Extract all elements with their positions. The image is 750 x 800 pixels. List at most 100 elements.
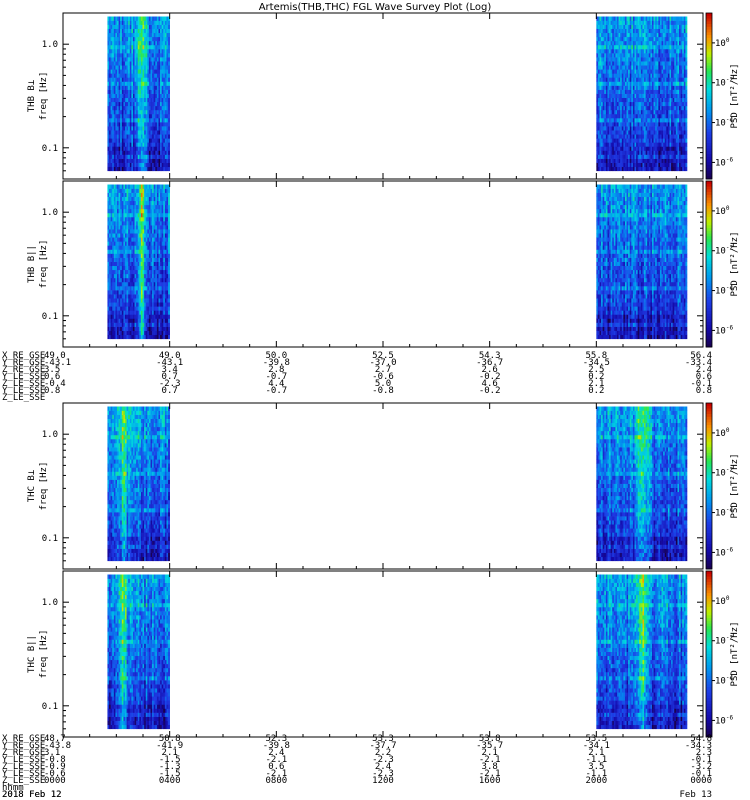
- spectrogram-cell: [663, 134, 666, 139]
- spectrogram-cell: [123, 261, 126, 267]
- spectrogram-cell: [637, 118, 640, 123]
- spectrogram-cell: [129, 40, 132, 46]
- spectrogram-cell: [142, 122, 145, 127]
- spectrogram-cell: [666, 97, 669, 103]
- spectrogram-cell: [640, 77, 643, 82]
- spectrogram-cell: [140, 314, 143, 319]
- spectrogram-cell: [148, 221, 151, 226]
- spectrogram-cell: [644, 166, 646, 172]
- spectrogram-cell: [601, 24, 603, 29]
- spectrogram-cell: [131, 318, 134, 323]
- spectrogram-cell: [156, 162, 159, 168]
- spectrogram-cell: [617, 138, 619, 143]
- colorbar-segment: [706, 134, 712, 138]
- spectrogram-cell: [152, 101, 155, 107]
- spectrogram-cell: [674, 20, 677, 25]
- spectrogram-cell: [129, 105, 132, 111]
- spectrogram-cell: [166, 130, 169, 135]
- spectrogram-cell: [647, 154, 650, 159]
- spectrogram-cell: [153, 57, 156, 62]
- spectrogram-cell: [121, 81, 124, 86]
- spectrogram-cell: [150, 53, 153, 58]
- spectrogram-cell: [636, 166, 638, 172]
- spectrogram-cell: [677, 158, 680, 163]
- spectrogram-cell: [661, 32, 664, 38]
- spectrogram-cell: [644, 24, 646, 29]
- spectrogram-cell: [140, 273, 143, 279]
- spectrogram-cell: [136, 233, 139, 238]
- spectrogram-cell: [632, 166, 635, 172]
- spectrogram-cell: [164, 105, 167, 111]
- spectrogram-cell: [123, 294, 126, 299]
- spectrogram-cell: [644, 77, 646, 82]
- spectrogram-cell: [140, 200, 143, 206]
- spectrogram-cell: [620, 142, 623, 147]
- spectrogram-cell: [164, 113, 167, 119]
- spectrogram-cell: [632, 122, 635, 127]
- spectrogram-cell: [615, 53, 618, 58]
- spectrogram-cell: [148, 306, 151, 311]
- spectrogram-cell: [136, 154, 139, 159]
- spectrogram-cell: [128, 24, 131, 29]
- spectrogram-cell: [166, 32, 169, 38]
- spectrogram-cell: [664, 150, 667, 155]
- spectrogram-cell: [147, 192, 150, 197]
- spectrogram-cell: [161, 101, 164, 107]
- spectrogram-cell: [620, 24, 623, 29]
- spectrogram-cell: [134, 73, 137, 78]
- spectrogram-cell: [605, 53, 608, 58]
- spectrogram-cell: [144, 249, 147, 254]
- spectrogram-cell: [120, 200, 123, 206]
- spectrogram-cell: [123, 105, 126, 111]
- spectrogram-cell: [650, 130, 653, 135]
- spectrogram-cell: [152, 221, 155, 226]
- spectrogram-cell: [642, 101, 645, 107]
- spectrogram-cell: [115, 265, 118, 271]
- spectrogram-cell: [145, 44, 148, 50]
- spectrogram-cell: [139, 69, 142, 74]
- spectrogram-cell: [123, 134, 126, 139]
- spectrogram-cell: [126, 138, 129, 143]
- spectrogram-cell: [124, 97, 127, 103]
- spectrogram-cell: [647, 65, 650, 70]
- spectrogram-cell: [629, 146, 632, 151]
- spectrogram-cell: [128, 277, 131, 283]
- spectrogram-cell: [637, 93, 640, 99]
- spectrogram-cell: [610, 138, 613, 143]
- spectrogram-cell: [142, 146, 145, 151]
- spectrogram-cell: [120, 184, 123, 189]
- spectrogram-cell: [137, 36, 140, 42]
- spectrogram-cell: [672, 44, 675, 50]
- spectrogram-cell: [124, 40, 127, 46]
- spectrogram-cell: [652, 101, 654, 107]
- spectrogram-cell: [139, 229, 142, 234]
- spectrogram-cell: [150, 229, 153, 234]
- spectrogram-cell: [597, 134, 600, 139]
- spectrogram-cell: [675, 48, 678, 54]
- spectrogram-cell: [602, 81, 605, 86]
- spectrogram-cell: [659, 138, 662, 143]
- spectrogram-cell: [155, 57, 158, 62]
- spectrogram-cell: [109, 138, 111, 143]
- spectrogram-cell: [156, 138, 159, 143]
- spectrogram-cell: [153, 208, 156, 214]
- spectrogram-cell: [140, 281, 143, 287]
- spectrogram-cell: [628, 113, 631, 119]
- spectrogram-cell: [161, 138, 164, 143]
- spectrogram-cell: [647, 40, 650, 46]
- spectrogram-cell: [644, 65, 646, 70]
- spectrogram-cell: [132, 257, 135, 262]
- spectrogram-cell: [168, 130, 170, 135]
- spectrogram-cell: [136, 253, 139, 258]
- spectrogram-cell: [607, 36, 610, 42]
- spectrogram-cell: [166, 162, 169, 168]
- spectrogram-cell: [163, 65, 166, 70]
- spectrogram-cell: [669, 146, 672, 151]
- spectrogram-cell: [156, 61, 159, 66]
- spectrogram-cell: [637, 48, 640, 54]
- spectrogram-cell: [612, 57, 615, 62]
- spectrogram-cell: [636, 122, 638, 127]
- spectrogram-cell: [153, 298, 156, 303]
- spectrogram-cell: [139, 122, 142, 127]
- spectrogram-cell: [604, 61, 607, 66]
